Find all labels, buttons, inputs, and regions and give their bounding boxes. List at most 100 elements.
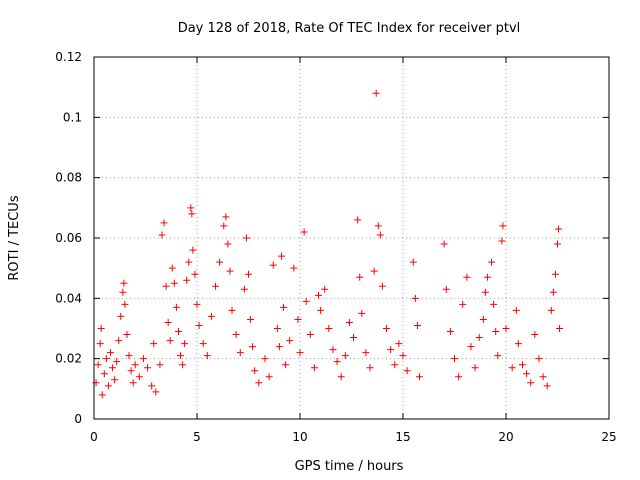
data-point xyxy=(148,382,156,390)
data-point xyxy=(280,303,288,311)
data-point xyxy=(115,337,123,345)
data-point xyxy=(106,349,114,357)
data-point xyxy=(174,328,182,336)
data-point xyxy=(152,388,160,396)
data-point xyxy=(131,361,139,369)
data-point xyxy=(514,340,522,348)
data-point xyxy=(277,252,285,260)
data-point xyxy=(479,315,487,323)
data-point xyxy=(317,306,325,314)
data-point xyxy=(228,306,236,314)
axis-ticks: 0 0.02 0.04 0.06 0.08 0.1 0.12 0 5 10 15 20 25 xyxy=(55,50,616,444)
data-point xyxy=(224,240,232,248)
data-point xyxy=(549,288,557,296)
data-point xyxy=(446,328,454,336)
data-point xyxy=(275,343,283,351)
data-point xyxy=(518,361,526,369)
y-tick-label: 0.02 xyxy=(55,352,82,366)
data-point xyxy=(290,264,298,272)
x-tick-label: 25 xyxy=(601,430,616,444)
data-point xyxy=(117,312,125,320)
data-point xyxy=(492,328,500,336)
data-point xyxy=(535,355,543,363)
data-point xyxy=(321,285,329,293)
data-point xyxy=(189,246,197,254)
data-point xyxy=(372,89,380,97)
data-point xyxy=(123,331,131,339)
data-point xyxy=(109,364,117,372)
y-tick-label: 0.1 xyxy=(63,110,82,124)
data-point xyxy=(195,321,203,329)
data-point xyxy=(494,352,502,360)
data-point xyxy=(247,315,255,323)
data-point xyxy=(286,337,294,345)
data-point xyxy=(556,325,564,332)
data-point xyxy=(125,352,133,360)
data-point xyxy=(508,364,516,372)
y-axis-title: ROTI / TECUs xyxy=(7,195,22,280)
data-point xyxy=(310,364,318,372)
data-point xyxy=(451,355,458,363)
data-point xyxy=(220,222,228,230)
data-point xyxy=(245,270,252,278)
data-point xyxy=(172,303,180,311)
data-point xyxy=(168,264,176,272)
data-point xyxy=(269,261,277,269)
data-point xyxy=(98,391,106,399)
data-point xyxy=(96,340,104,348)
y-tick-label: 0.08 xyxy=(55,171,82,185)
data-point xyxy=(265,373,273,381)
data-point xyxy=(282,361,290,369)
data-point xyxy=(191,270,199,278)
data-point xyxy=(166,337,174,345)
data-point xyxy=(409,258,417,266)
data-point xyxy=(164,318,172,326)
y-tick-label: 0.04 xyxy=(55,291,82,305)
data-point xyxy=(111,376,119,384)
data-point xyxy=(356,273,364,281)
data-point xyxy=(467,343,475,351)
data-point xyxy=(376,231,384,239)
data-point xyxy=(399,352,407,360)
grid-lines xyxy=(94,57,609,419)
data-point xyxy=(212,282,220,290)
data-point xyxy=(362,349,370,357)
data-point xyxy=(337,373,345,381)
data-point xyxy=(315,291,323,299)
x-tick-label: 15 xyxy=(395,430,410,444)
data-point xyxy=(475,334,483,342)
data-point xyxy=(442,285,450,293)
data-point xyxy=(181,340,189,348)
data-point xyxy=(249,343,257,351)
data-point xyxy=(119,288,127,296)
data-point xyxy=(345,318,353,326)
data-point xyxy=(139,355,147,363)
data-point xyxy=(150,340,158,348)
data-point xyxy=(261,355,269,363)
data-point xyxy=(374,222,382,230)
data-point xyxy=(455,373,463,381)
data-point xyxy=(104,382,112,390)
data-point xyxy=(222,213,230,221)
data-point xyxy=(350,334,358,342)
data-point xyxy=(94,361,102,369)
data-point xyxy=(539,373,547,381)
data-point xyxy=(170,279,178,287)
data-point xyxy=(370,267,378,275)
data-point xyxy=(242,234,250,242)
data-point xyxy=(527,379,535,387)
data-point xyxy=(113,358,121,366)
data-point xyxy=(383,325,391,332)
data-point xyxy=(120,279,128,287)
chart-title: Day 128 of 2018, Rate Of TEC Index for r… xyxy=(178,21,521,36)
data-point xyxy=(135,373,143,381)
data-point xyxy=(378,282,386,290)
data-point xyxy=(203,352,211,360)
data-point xyxy=(395,340,403,348)
data-point xyxy=(207,312,215,320)
data-point xyxy=(300,228,308,236)
data-point xyxy=(232,331,240,339)
data-point xyxy=(490,300,498,308)
data-point xyxy=(440,240,448,248)
